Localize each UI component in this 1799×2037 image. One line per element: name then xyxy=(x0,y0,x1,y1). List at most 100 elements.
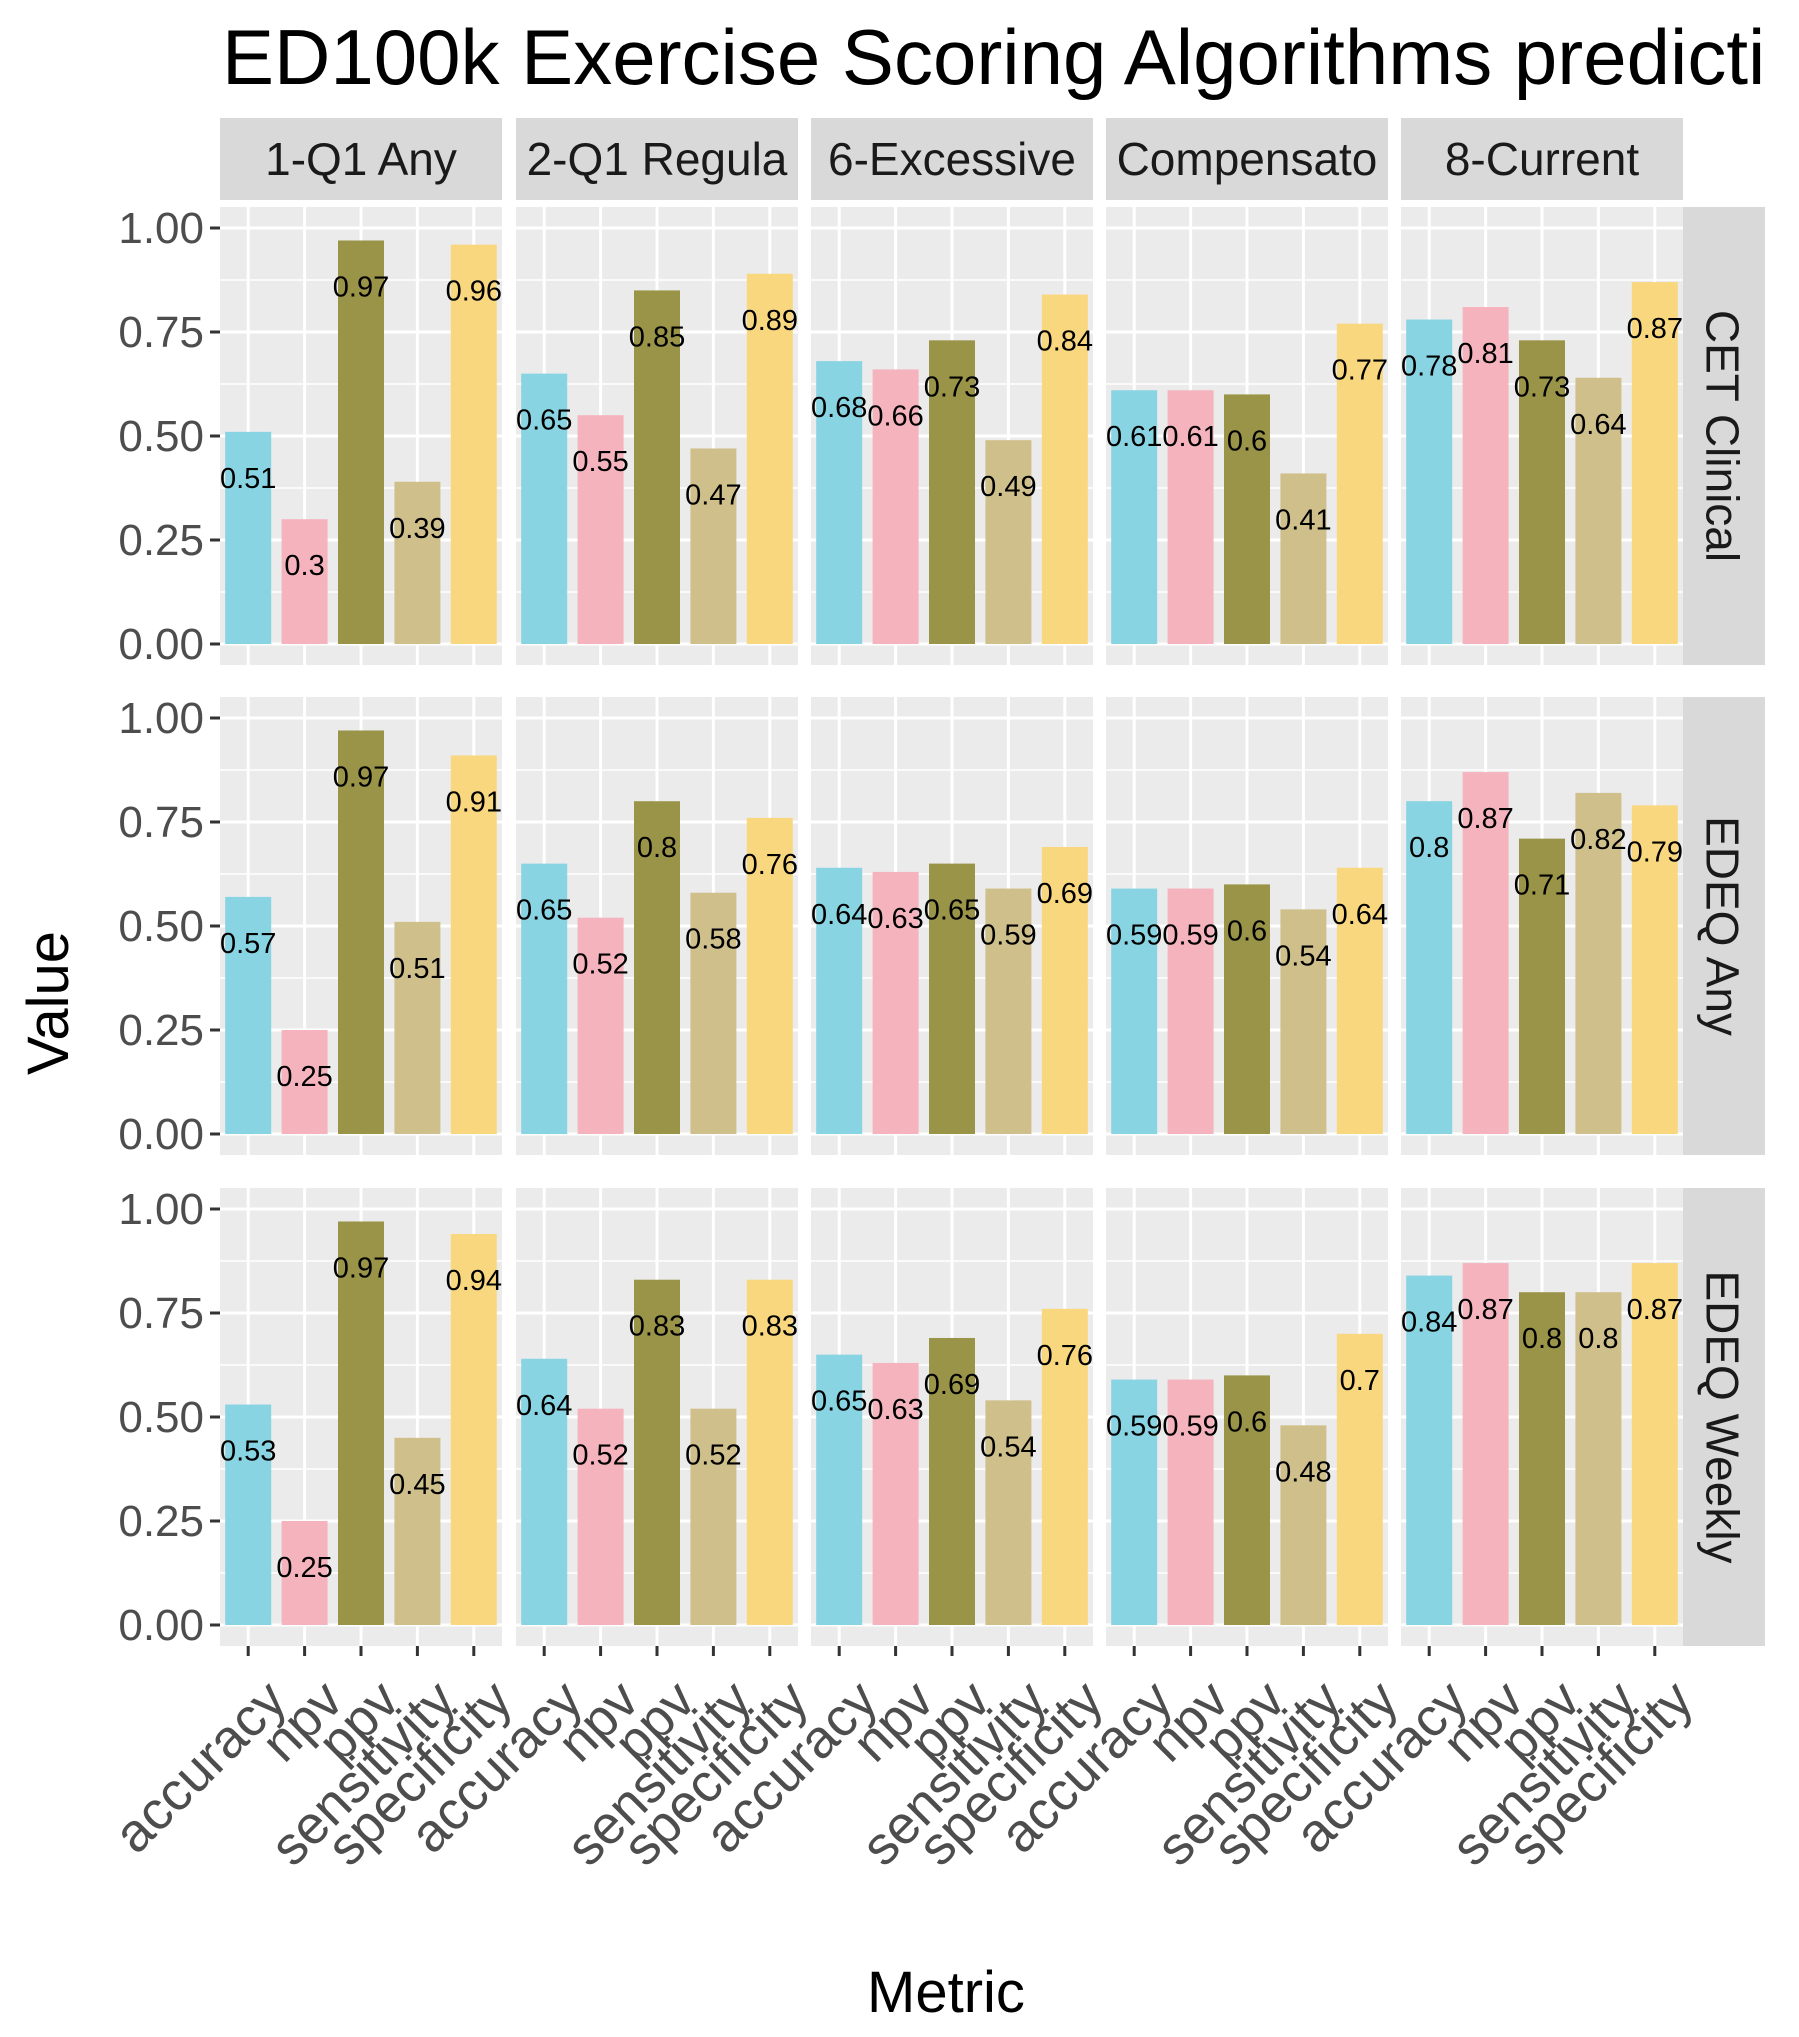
bar-value-label: 0.87 xyxy=(1457,803,1513,835)
facet-strip-row: EDEQ Any xyxy=(1680,697,1765,1155)
facet-column-label: 2-Q1 Regula xyxy=(527,133,788,185)
y-tick-label: 1.00 xyxy=(118,1185,204,1234)
facet-strip-col: 8-Current xyxy=(1401,118,1683,200)
bar-value-label: 0.25 xyxy=(276,1552,332,1584)
bar-sensitivity xyxy=(394,481,441,644)
bar-ppv xyxy=(634,1279,680,1625)
y-tick-label: 0.75 xyxy=(118,308,204,357)
bar-npv xyxy=(1167,1379,1214,1625)
bar-specificity xyxy=(450,755,497,1134)
bar-value-label: 0.51 xyxy=(389,953,445,985)
bar-specificity xyxy=(746,817,793,1134)
facet-strip-col: 1-Q1 Any xyxy=(220,118,502,200)
bar-npv xyxy=(1462,1263,1509,1625)
facet-row-label: EDEQ Any xyxy=(1697,816,1749,1036)
bar-value-label: 0.87 xyxy=(1457,1294,1513,1326)
bar-value-label: 0.51 xyxy=(220,463,276,495)
y-tick-label: 0.25 xyxy=(118,1006,204,1055)
bar-ppv xyxy=(338,1221,384,1625)
bar-value-label: 0.54 xyxy=(980,1431,1036,1463)
bar-accuracy xyxy=(1111,1379,1158,1625)
bar-value-label: 0.78 xyxy=(1401,351,1457,383)
panel: 0.59 0.59 0.60.480.7accuracynpvppvsensitiv… xyxy=(989,1188,1409,1877)
facet-column-label: 8-Current xyxy=(1445,133,1640,185)
bar-sensitivity xyxy=(985,440,1032,644)
bar-value-label: 0.97 xyxy=(333,761,389,793)
bar-accuracy xyxy=(816,867,863,1134)
bar-accuracy xyxy=(816,361,863,644)
y-tick-label: 0.00 xyxy=(118,620,204,669)
facet-column-label: 1-Q1 Any xyxy=(265,133,457,185)
bar-sensitivity xyxy=(985,1400,1032,1625)
bar-value-label: 0.89 xyxy=(742,305,798,337)
bar-npv xyxy=(1167,390,1214,644)
bar-value-label: 0.59 xyxy=(1162,920,1218,952)
bar-value-label: 0.49 xyxy=(980,471,1036,503)
bar-value-label: 0.52 xyxy=(685,1440,741,1472)
bar-npv xyxy=(281,1030,328,1134)
bar-value-label: 0.59 xyxy=(980,920,1036,952)
bar-value-label: 0.96 xyxy=(446,276,502,308)
bar-value-label: 0.8 xyxy=(1578,1323,1618,1355)
bar-value-label: 0.81 xyxy=(1457,338,1513,370)
bar-specificity xyxy=(1041,1308,1088,1625)
bar-value-label: 0.8 xyxy=(637,832,677,864)
bar-sensitivity xyxy=(690,448,737,644)
bar-value-label: 0.57 xyxy=(220,928,276,960)
bar-value-label: 0.76 xyxy=(742,849,798,881)
bar-accuracy xyxy=(1406,801,1453,1134)
panel: 0.57 0.25 0.97 0.51 0.91 0.00 0.25 0.50 0.75 1.00 xyxy=(118,694,502,1159)
bar-npv xyxy=(872,1362,919,1625)
bar-value-label: 0.61 xyxy=(1106,421,1162,453)
bar-value-label: 0.85 xyxy=(629,321,685,353)
bar-npv xyxy=(1167,888,1214,1134)
bar-value-label: 0.6 xyxy=(1227,915,1267,947)
bar-value-label: 0.65 xyxy=(811,1386,867,1418)
bar-specificity xyxy=(746,273,793,644)
bar-specificity xyxy=(1631,1263,1678,1625)
y-tick-label: 1.00 xyxy=(118,204,204,253)
bar-ppv xyxy=(1224,394,1270,644)
y-tick-label: 0.50 xyxy=(118,902,204,951)
panel: 0.650.55 0.85 0.47 0.89 xyxy=(516,207,798,665)
bar-value-label: 0.65 xyxy=(924,895,980,927)
bar-sensitivity xyxy=(690,1408,737,1625)
bar-value-label: 0.64 xyxy=(516,1390,572,1422)
bar-ppv xyxy=(929,340,975,644)
bar-value-label: 0.59 xyxy=(1106,1411,1162,1443)
bar-ppv xyxy=(929,1337,975,1625)
bar-ppv xyxy=(929,863,975,1134)
bar-sensitivity xyxy=(1280,1425,1327,1625)
bar-npv xyxy=(872,369,919,644)
bar-sensitivity xyxy=(394,1437,441,1625)
facet-strip-bg xyxy=(811,118,1093,200)
bar-value-label: 0.65 xyxy=(516,405,572,437)
bar-ppv xyxy=(634,290,680,644)
panel: 0.61 0.61 0.6 0.41 0.77 xyxy=(1106,207,1388,665)
bar-accuracy xyxy=(1111,390,1158,644)
bar-value-label: 0.25 xyxy=(276,1061,332,1093)
bar-value-label: 0.45 xyxy=(389,1469,445,1501)
chart-title: ED100k Exercise Scoring Algorithms predi… xyxy=(222,13,1765,101)
facet-strip-bg xyxy=(1401,118,1683,200)
plot-area: 1-Q1 Any 2-Q1 Regula 6-Excessive Compensato… xyxy=(103,118,1765,1877)
bar-specificity xyxy=(1631,805,1678,1134)
bar-sensitivity xyxy=(1575,792,1622,1134)
bar-value-label: 0.79 xyxy=(1627,836,1683,868)
facet-strip-bg xyxy=(220,118,502,200)
bar-value-label: 0.59 xyxy=(1162,1411,1218,1443)
bar-value-label: 0.66 xyxy=(867,400,923,432)
bar-value-label: 0.82 xyxy=(1570,824,1626,856)
bar-ppv xyxy=(1224,884,1270,1134)
bar-value-label: 0.84 xyxy=(1401,1307,1457,1339)
bar-accuracy xyxy=(225,431,272,644)
bar-npv xyxy=(281,519,328,644)
facet-strip-row: EDEQ Weekly xyxy=(1680,1188,1765,1646)
bar-specificity xyxy=(1631,282,1678,644)
bar-value-label: 0.65 xyxy=(516,895,572,927)
y-axis-title: Value xyxy=(16,931,81,1075)
y-tick-label: 0.50 xyxy=(118,1393,204,1442)
bar-sensitivity xyxy=(394,921,441,1134)
bar-value-label: 0.87 xyxy=(1627,313,1683,345)
bar-ppv xyxy=(338,730,384,1134)
